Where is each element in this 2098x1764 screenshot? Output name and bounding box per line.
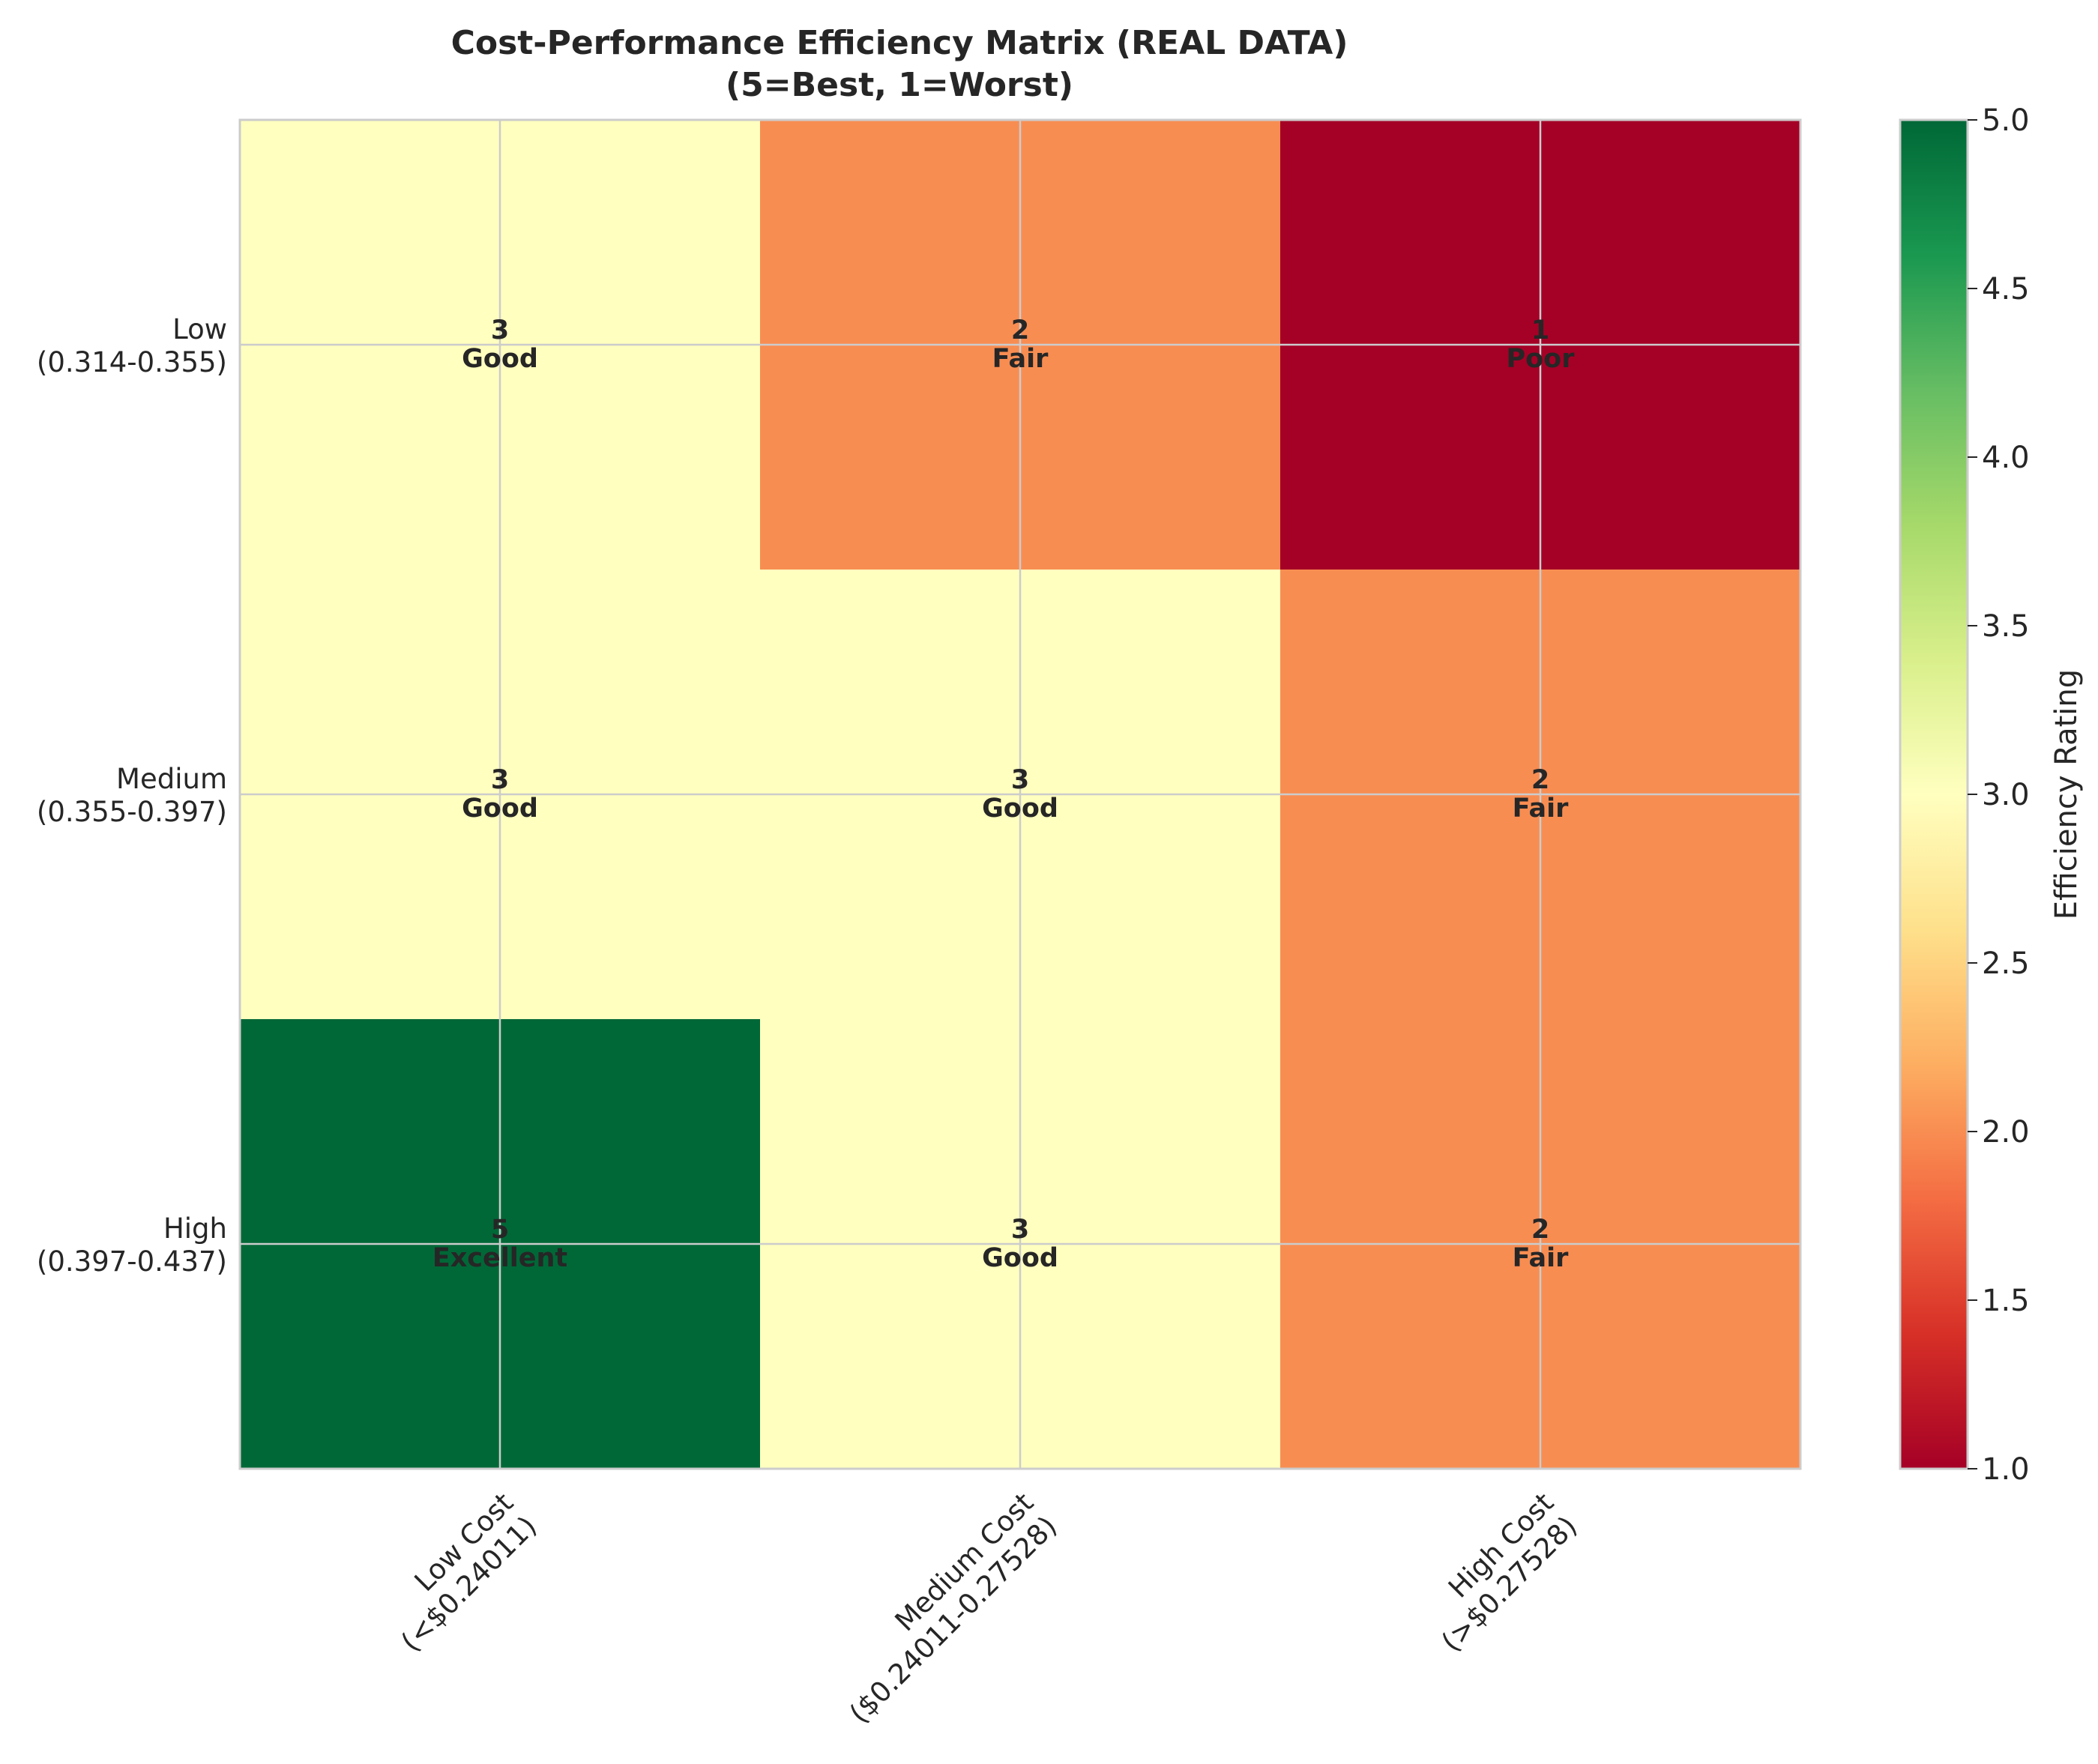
colorbar-tick-labels: 1.0 1.5 2.0 2.5 3.0 3.5 4.0 4.5 5.0 xyxy=(1968,103,2030,1487)
cell-rating-label: Good xyxy=(462,344,538,374)
cell-rating-label: Poor xyxy=(1506,344,1575,374)
colorbar-tick-label: 2.5 xyxy=(1982,946,2030,981)
x-tick-label: High Cost(>$0.27528) xyxy=(1412,1487,1584,1658)
chart-title-line-2: (5=Best, 1=Worst) xyxy=(726,66,1073,104)
cell-rating-label: Good xyxy=(982,1243,1058,1273)
cell-rating-label: Fair xyxy=(992,344,1049,374)
cell-value-label: 3 xyxy=(1011,1215,1029,1245)
grid-lines xyxy=(240,120,1800,1469)
x-tick-label: Medium Cost($0.24011-0.27528) xyxy=(820,1487,1063,1730)
y-tick-label: Medium (0.355-0.397) xyxy=(37,763,227,828)
plot-frame xyxy=(238,118,1802,1470)
cell-value-label: 2 xyxy=(1531,765,1549,795)
colorbar-label: Efficiency Rating xyxy=(2049,669,2084,919)
y-axis-tick-labels: Low (0.314-0.355) Medium (0.355-0.397) High(… xyxy=(37,313,227,1278)
cell-value-label: 2 xyxy=(1011,315,1029,345)
colorbar-tick-label: 1.0 xyxy=(1982,1452,2030,1487)
cell-rating-label: Fair xyxy=(1513,794,1569,824)
cell-rating-label: Fair xyxy=(1513,1243,1569,1273)
y-tick-label: High (0.397-0.437) xyxy=(37,1212,227,1278)
chart-title-line-1: Cost-Performance Efficiency Matrix (REAL… xyxy=(451,24,1348,62)
colorbar-tick-label: 2.0 xyxy=(1982,1115,2030,1150)
cell-value-label: 3 xyxy=(491,765,509,795)
cell-rating-label: Excellent xyxy=(432,1243,567,1273)
colorbar-tick-label: 5.0 xyxy=(1982,103,2030,138)
colorbar-tick-label: 4.0 xyxy=(1982,441,2030,475)
cell-value-label: 3 xyxy=(491,315,509,345)
colorbar-tick-label: 4.5 xyxy=(1982,272,2030,306)
y-tick-label: Low (0.314-0.355) xyxy=(37,313,227,378)
x-axis-tick-labels: Low Cost(<$0.24011) Medium Cost($0.24011-… xyxy=(372,1487,1584,1730)
cell-labels: 3Good2Fair1Poor3Good3Good2Fair5Excellent… xyxy=(432,315,1575,1273)
colorbar xyxy=(1899,118,1969,1470)
cell-value-label: 3 xyxy=(1011,765,1029,795)
colorbar-tick-label: 1.5 xyxy=(1982,1284,2030,1318)
cell-rating-label: Good xyxy=(462,794,538,824)
colorbar-tick-label: 3.5 xyxy=(1982,609,2030,644)
cell-rating-label: Good xyxy=(982,794,1058,824)
x-tick-label: Low Cost(<$0.24011) xyxy=(372,1487,543,1658)
cell-value-label: 1 xyxy=(1531,315,1549,345)
cell-value-label: 5 xyxy=(491,1215,509,1245)
cell-value-label: 2 xyxy=(1531,1215,1549,1245)
colorbar-tick-label: 3.0 xyxy=(1982,778,2030,812)
